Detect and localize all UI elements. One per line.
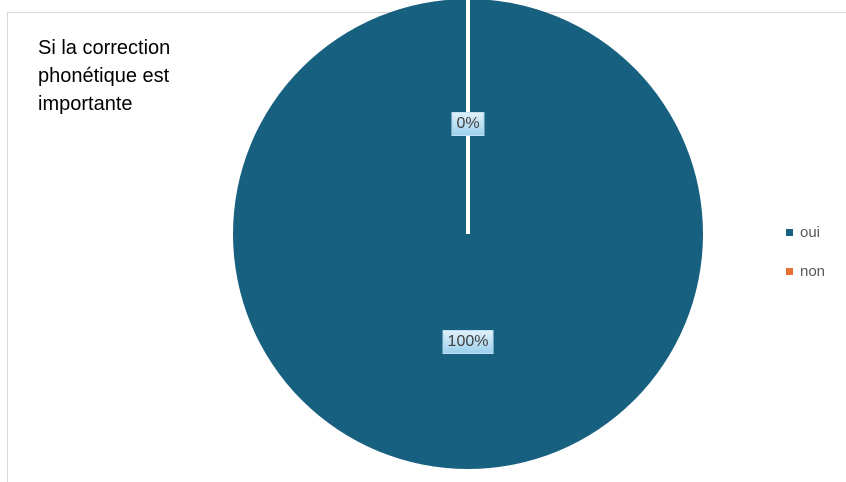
legend-label-oui: oui xyxy=(800,223,821,241)
pie-slice-oui xyxy=(233,0,703,469)
legend-item-oui: oui xyxy=(786,220,825,244)
data-label-non: 0% xyxy=(451,111,485,136)
legend-item-non: non xyxy=(786,259,825,283)
legend-swatch-non xyxy=(786,267,793,275)
data-label-oui: 100% xyxy=(442,330,494,355)
legend-swatch-oui xyxy=(786,228,793,236)
legend-label-non: non xyxy=(800,262,826,280)
legend: oui non xyxy=(786,220,825,298)
chart-title: Si la correction phonétique est importan… xyxy=(38,37,171,115)
